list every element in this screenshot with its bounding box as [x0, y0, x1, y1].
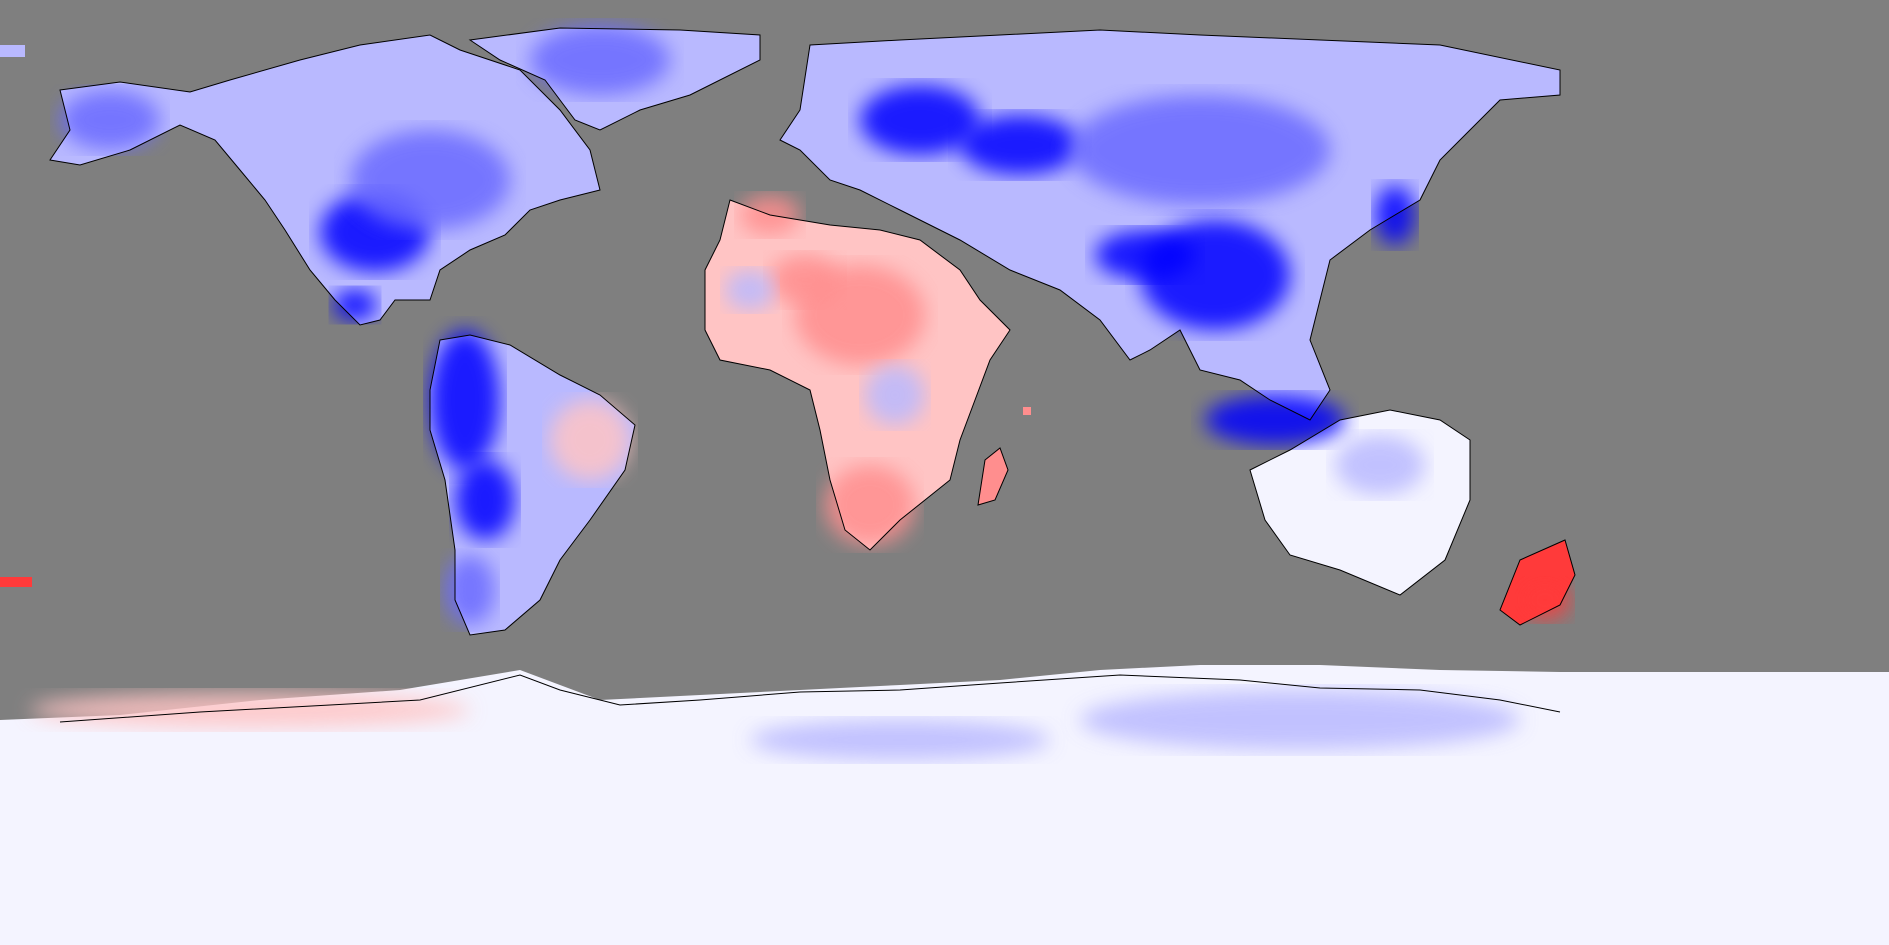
hotspot-russia	[960, 115, 1080, 175]
coastline-south-america	[429, 334, 636, 636]
hotspot-antarctic-warm	[30, 692, 470, 728]
hotspot-east-africa-cool	[865, 365, 925, 425]
hotspot-great-lakes	[350, 130, 510, 230]
patch-nw-pacific	[0, 45, 25, 57]
coastline-new-zealand	[1499, 539, 1576, 626]
hotspot-siberia	[1070, 95, 1330, 205]
hotspot-australia-cool	[1335, 435, 1425, 495]
anomaly-hotspots	[0, 25, 1570, 760]
hotspot-greenland	[530, 25, 670, 95]
coastline-madagascar	[977, 447, 1009, 506]
hotspot-tibet	[1095, 230, 1195, 280]
hotspot-andes-south	[455, 460, 515, 540]
coastline-africa	[704, 199, 1011, 551]
landmass-madagascar	[978, 448, 1008, 505]
hotspot-west-sahara	[770, 255, 840, 305]
coastline-layer	[49, 27, 1576, 723]
patch-south-pacific	[0, 577, 32, 587]
hotspot-andes-north	[430, 330, 500, 470]
hotspot-gulf-mexico	[333, 289, 377, 321]
hotspot-alaska	[60, 90, 160, 150]
hotspot-antarctic-cool	[1080, 690, 1520, 750]
hotspot-brazil-warm	[550, 400, 630, 480]
hotspot-scandinavia	[860, 85, 980, 155]
coastline-greenland	[468, 27, 761, 131]
hotspot-south-africa	[825, 465, 915, 545]
hotspot-antarctic-cool-2	[750, 720, 1050, 760]
coastline-antarctica	[59, 674, 1561, 723]
coastline-australia	[1249, 409, 1471, 596]
hotspot-sea-islands	[1205, 395, 1345, 445]
patch-indian-ocean	[1023, 407, 1031, 415]
hotspot-west-africa-cool	[725, 270, 775, 310]
hotspot-patagonia	[445, 555, 495, 625]
landmass-north-america	[50, 35, 600, 325]
hotspot-new-zealand	[1520, 580, 1570, 620]
coastline-eurasia	[779, 29, 1561, 421]
coastline-north-america	[49, 34, 601, 326]
